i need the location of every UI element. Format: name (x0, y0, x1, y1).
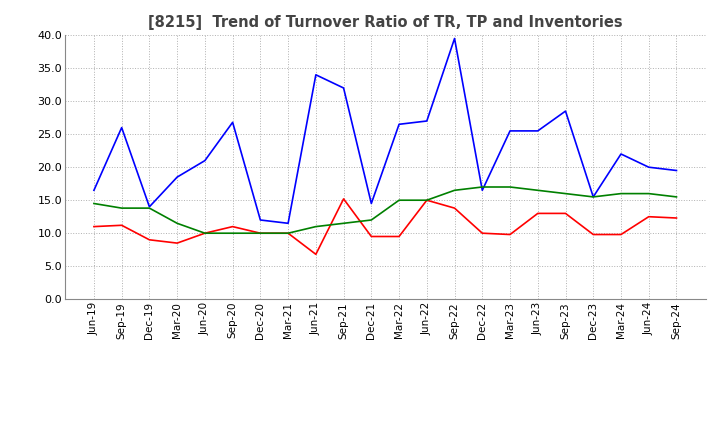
Inventories (423, 198, 431, 203)
Trade Payables (423, 118, 431, 124)
Inventories (644, 191, 653, 196)
Inventories (201, 231, 210, 236)
Trade Payables (339, 85, 348, 91)
Trade Receivables (395, 234, 403, 239)
Trade Payables (450, 36, 459, 41)
Trade Receivables (201, 231, 210, 236)
Trade Receivables (228, 224, 237, 229)
Inventories (534, 187, 542, 193)
Trade Receivables (173, 240, 181, 246)
Trade Receivables (450, 205, 459, 211)
Trade Receivables (284, 231, 292, 236)
Trade Payables (173, 174, 181, 180)
Trade Payables (201, 158, 210, 163)
Trade Receivables (534, 211, 542, 216)
Inventories (228, 231, 237, 236)
Trade Receivables (117, 223, 126, 228)
Trade Receivables (672, 215, 681, 220)
Inventories (616, 191, 625, 196)
Trade Payables (561, 108, 570, 114)
Inventories (672, 194, 681, 200)
Trade Payables (284, 221, 292, 226)
Trade Payables (395, 121, 403, 127)
Trade Payables (256, 217, 265, 223)
Inventories (367, 217, 376, 223)
Title: [8215]  Trend of Turnover Ratio of TR, TP and Inventories: [8215] Trend of Turnover Ratio of TR, TP… (148, 15, 623, 30)
Trade Receivables (256, 231, 265, 236)
Trade Payables (644, 165, 653, 170)
Trade Payables (145, 204, 154, 209)
Line: Inventories: Inventories (94, 187, 677, 233)
Trade Payables (312, 72, 320, 77)
Inventories (505, 184, 514, 190)
Trade Payables (589, 194, 598, 200)
Inventories (173, 221, 181, 226)
Trade Receivables (561, 211, 570, 216)
Line: Trade Receivables: Trade Receivables (94, 199, 677, 254)
Trade Receivables (312, 252, 320, 257)
Inventories (256, 231, 265, 236)
Trade Receivables (145, 237, 154, 242)
Trade Payables (89, 187, 98, 193)
Trade Receivables (616, 232, 625, 237)
Trade Payables (616, 151, 625, 157)
Trade Receivables (505, 232, 514, 237)
Inventories (450, 187, 459, 193)
Trade Receivables (367, 234, 376, 239)
Trade Payables (117, 125, 126, 130)
Inventories (478, 184, 487, 190)
Trade Receivables (478, 231, 487, 236)
Trade Receivables (423, 198, 431, 203)
Inventories (589, 194, 598, 200)
Inventories (395, 198, 403, 203)
Inventories (284, 231, 292, 236)
Trade Payables (228, 120, 237, 125)
Trade Receivables (339, 196, 348, 202)
Trade Payables (478, 187, 487, 193)
Line: Trade Payables: Trade Payables (94, 38, 677, 224)
Inventories (117, 205, 126, 211)
Trade Payables (505, 128, 514, 134)
Trade Receivables (89, 224, 98, 229)
Trade Receivables (644, 214, 653, 220)
Trade Payables (534, 128, 542, 134)
Trade Payables (672, 168, 681, 173)
Trade Payables (367, 201, 376, 206)
Inventories (145, 205, 154, 211)
Inventories (89, 201, 98, 206)
Inventories (561, 191, 570, 196)
Inventories (312, 224, 320, 229)
Inventories (339, 221, 348, 226)
Trade Receivables (589, 232, 598, 237)
